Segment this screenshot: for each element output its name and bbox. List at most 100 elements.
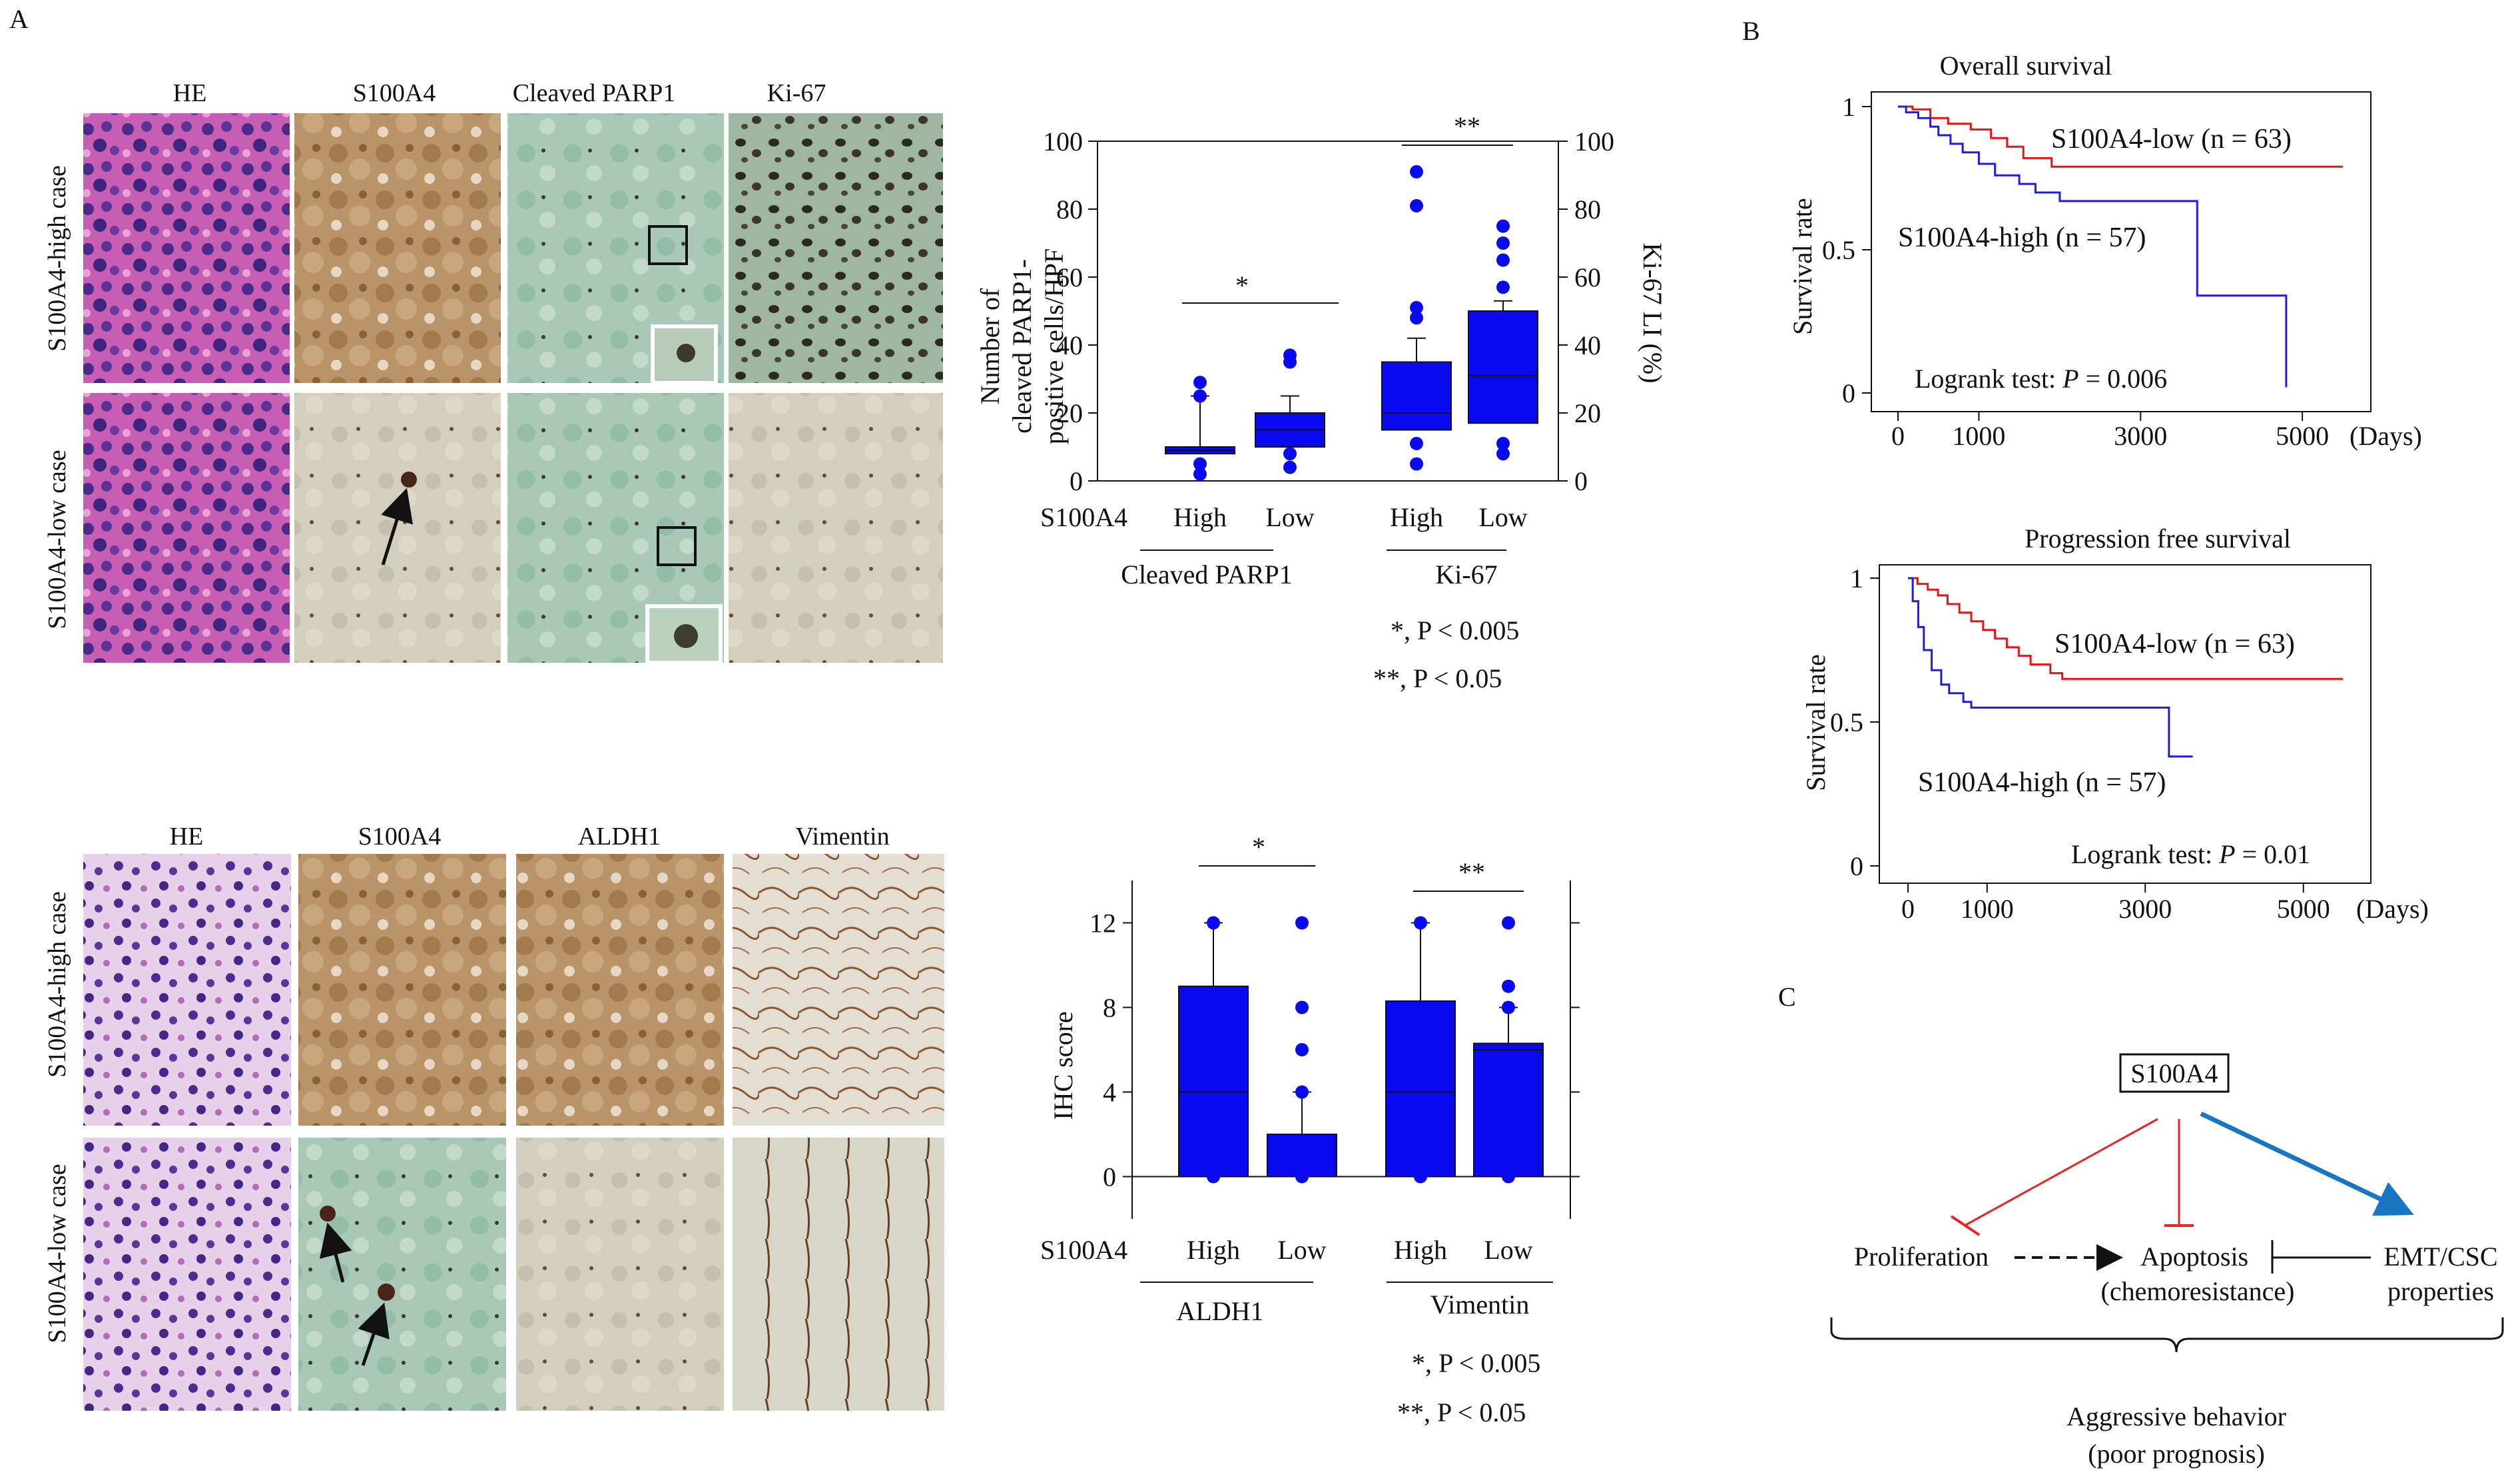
- y-right-tick-label: 0: [1574, 466, 1588, 496]
- outlier-point: [1295, 916, 1309, 930]
- micrograph-he-low: [83, 393, 290, 663]
- outlier-point: [1496, 219, 1510, 233]
- group-label-parp1: Cleaved PARP1: [1121, 559, 1292, 589]
- col-label-aldh1: ALDH1: [578, 823, 661, 851]
- outlier-point: [1207, 916, 1220, 930]
- bracket-star-1: *: [1252, 832, 1265, 862]
- y-label-line-2: cleaved PARP1-: [1007, 259, 1037, 434]
- bracket-star-2: **: [1458, 857, 1485, 887]
- logrank-os-prefix: Logrank test:: [1915, 364, 2062, 394]
- arrow-pointer-3: [358, 1302, 390, 1366]
- outlier-point: [1193, 389, 1207, 403]
- schema-emt: EMT/CSC: [2383, 1242, 2497, 1272]
- panel-label-c: C: [1778, 982, 1796, 1012]
- schema-outcome: Aggressive behavior: [2066, 1401, 2286, 1431]
- group-label-vimentin: Vimentin: [1430, 1290, 1530, 1319]
- micrograph-ki67-low: [729, 393, 943, 663]
- logrank-pfs-p: P: [2218, 839, 2235, 869]
- col-label-ki67: Ki-67: [767, 79, 826, 107]
- micrograph-he-high: [83, 113, 290, 383]
- curve-high: [1898, 105, 2288, 388]
- logrank-os: Logrank test: P = 0.006: [1915, 364, 2167, 394]
- y-tick-label: 1: [1842, 92, 1855, 122]
- group-label-aldh1: ALDH1: [1176, 1296, 1263, 1326]
- bar: [1385, 1000, 1456, 1178]
- y-tick-label: 0: [1850, 851, 1863, 881]
- legend-low-os: S100A4-low (n = 63): [2051, 124, 2292, 155]
- y-label-ihc: IHC score: [1048, 1011, 1078, 1120]
- plot-frame: [1879, 564, 2371, 884]
- y-tick-label: 0: [1070, 466, 1083, 496]
- y-tick-label: 0.5: [1822, 235, 1855, 265]
- x-tick-label: 5000: [2277, 894, 2330, 924]
- y-tick-label: 80: [1056, 194, 1083, 224]
- outlier-point: [1414, 1170, 1427, 1184]
- row-label-low-2: S100A4-low case: [43, 1164, 71, 1343]
- chart-ihc-score: IHC score S100A4 ALDH1 Vimentin *, P < 0…: [1040, 832, 1580, 1427]
- micrograph-grid-bottom: HE S100A4 ALDH1 Vimentin S100A4-high cas…: [43, 823, 944, 1411]
- x-tick-label: 1000: [1952, 421, 2005, 451]
- panel-label-b: B: [1742, 16, 1760, 46]
- plot-frame: [1097, 141, 1559, 482]
- schema-emt-sub: properties: [2387, 1276, 2494, 1306]
- inhibit-line-proliferation: [1964, 1118, 2158, 1227]
- row-label-high: S100A4-high case: [43, 165, 71, 352]
- y-tick-label: 8: [1103, 993, 1116, 1023]
- outlier-point: [1410, 198, 1423, 212]
- note-1: *, P < 0.005: [1391, 615, 1519, 645]
- row-label-low: S100A4-low case: [43, 450, 71, 629]
- micrograph-grid-top: HE S100A4 Cleaved PARP1 Ki-67 S100A4-hig…: [43, 79, 943, 665]
- col-label-s100a4-2: S100A4: [358, 823, 442, 851]
- schema-s100a4: S100A4: [2130, 1058, 2218, 1088]
- category-label: High: [1173, 502, 1227, 532]
- box: [1381, 361, 1452, 431]
- y-right-label: Ki-67 LI (%): [1638, 242, 1668, 383]
- outlier-point: [1496, 280, 1510, 294]
- y-label-line-1: Number of: [975, 288, 1005, 404]
- bar: [1473, 1042, 1544, 1178]
- outlier-point: [1283, 447, 1297, 461]
- y-tick-label: 0: [1103, 1162, 1116, 1192]
- micrograph-s100a4-high: [294, 113, 501, 383]
- outlier-point: [1295, 1000, 1309, 1014]
- x-label-os: (Days): [2350, 421, 2422, 451]
- outlier-point: [1410, 457, 1423, 471]
- y-tick-label: 0.5: [1830, 707, 1863, 737]
- outlier-point: [1283, 460, 1297, 474]
- box: [1468, 310, 1538, 424]
- x-tick-label: 3000: [2118, 894, 2172, 924]
- micrograph-s100a4-low-2: [298, 1138, 506, 1411]
- y-right-tick-label: 40: [1574, 330, 1601, 360]
- category-label: Low: [1265, 502, 1314, 532]
- outlier-point: [1410, 311, 1423, 325]
- legend-low-pfs: S100A4-low (n = 63): [2054, 629, 2295, 659]
- x-tick-label: 1000: [1961, 894, 2014, 924]
- note-4: **, P < 0.05: [1397, 1397, 1526, 1427]
- row-label-s100a4: S100A4: [1040, 502, 1127, 532]
- micrograph-aldh1-low: [516, 1138, 724, 1411]
- outlier-point: [1193, 376, 1207, 390]
- category-label: Low: [1484, 1235, 1532, 1265]
- curve-high: [1908, 577, 2193, 758]
- y-tick-label: 1: [1850, 563, 1863, 593]
- category-label: High: [1390, 502, 1443, 532]
- note-2: **, P < 0.05: [1373, 663, 1502, 693]
- micrograph-s100a4-low: [294, 393, 501, 663]
- outlier-point: [1414, 916, 1427, 930]
- schema-apoptosis: Apoptosis: [2140, 1242, 2248, 1272]
- chart-parp1-ki67: Number of cleaved PARP1- positive cells/…: [975, 111, 1668, 693]
- y-tick-label: 100: [1043, 127, 1083, 157]
- micrograph-aldh1-high: [516, 854, 724, 1126]
- outlier-point: [1295, 1043, 1309, 1056]
- bar: [1178, 985, 1249, 1178]
- outlier-point: [1502, 979, 1515, 993]
- x-tick-label: 5000: [2276, 421, 2329, 451]
- logrank-os-p: P: [2062, 364, 2078, 394]
- title-os: Overall survival: [1940, 51, 2112, 81]
- y-tick-label: 12: [1090, 909, 1116, 938]
- col-label-s100a4: S100A4: [353, 79, 436, 107]
- note-3: *, P < 0.005: [1412, 1348, 1540, 1378]
- outlier-point: [1193, 467, 1207, 481]
- col-label-he: HE: [173, 79, 207, 107]
- y-right-tick-label: 100: [1574, 127, 1614, 157]
